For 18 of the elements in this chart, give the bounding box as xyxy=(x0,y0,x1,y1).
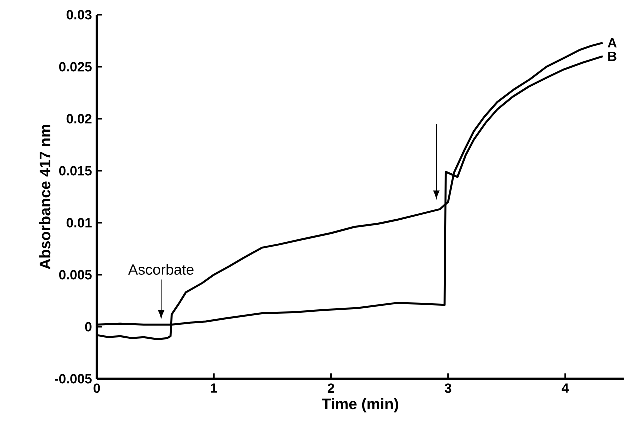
x-tick-label: 3 xyxy=(444,384,452,394)
y-tick-label: 0.025 xyxy=(59,62,92,72)
y-tick-label: 0.02 xyxy=(66,114,92,124)
series-label: A xyxy=(608,38,617,48)
y-tick-label: 0.005 xyxy=(59,270,92,280)
y-tick-label: -0.005 xyxy=(55,374,92,384)
y-tick-label: 0.015 xyxy=(59,166,92,176)
x-tick-label: 0 xyxy=(94,384,100,394)
x-tick-label: 4 xyxy=(562,384,570,393)
y-tick-label: 0.01 xyxy=(66,218,92,228)
x-axis-title: Time (min) xyxy=(322,398,398,413)
x-tick-label: 2 xyxy=(328,384,334,394)
y-tick-label: 0 xyxy=(85,322,92,332)
annotation: Ascorbate xyxy=(128,264,194,275)
series-label: B xyxy=(608,52,617,62)
y-axis-title: Absorbance 417 nm xyxy=(39,125,51,270)
y-tick-label: 0.03 xyxy=(66,10,92,20)
x-tick-label: 1 xyxy=(211,384,218,393)
